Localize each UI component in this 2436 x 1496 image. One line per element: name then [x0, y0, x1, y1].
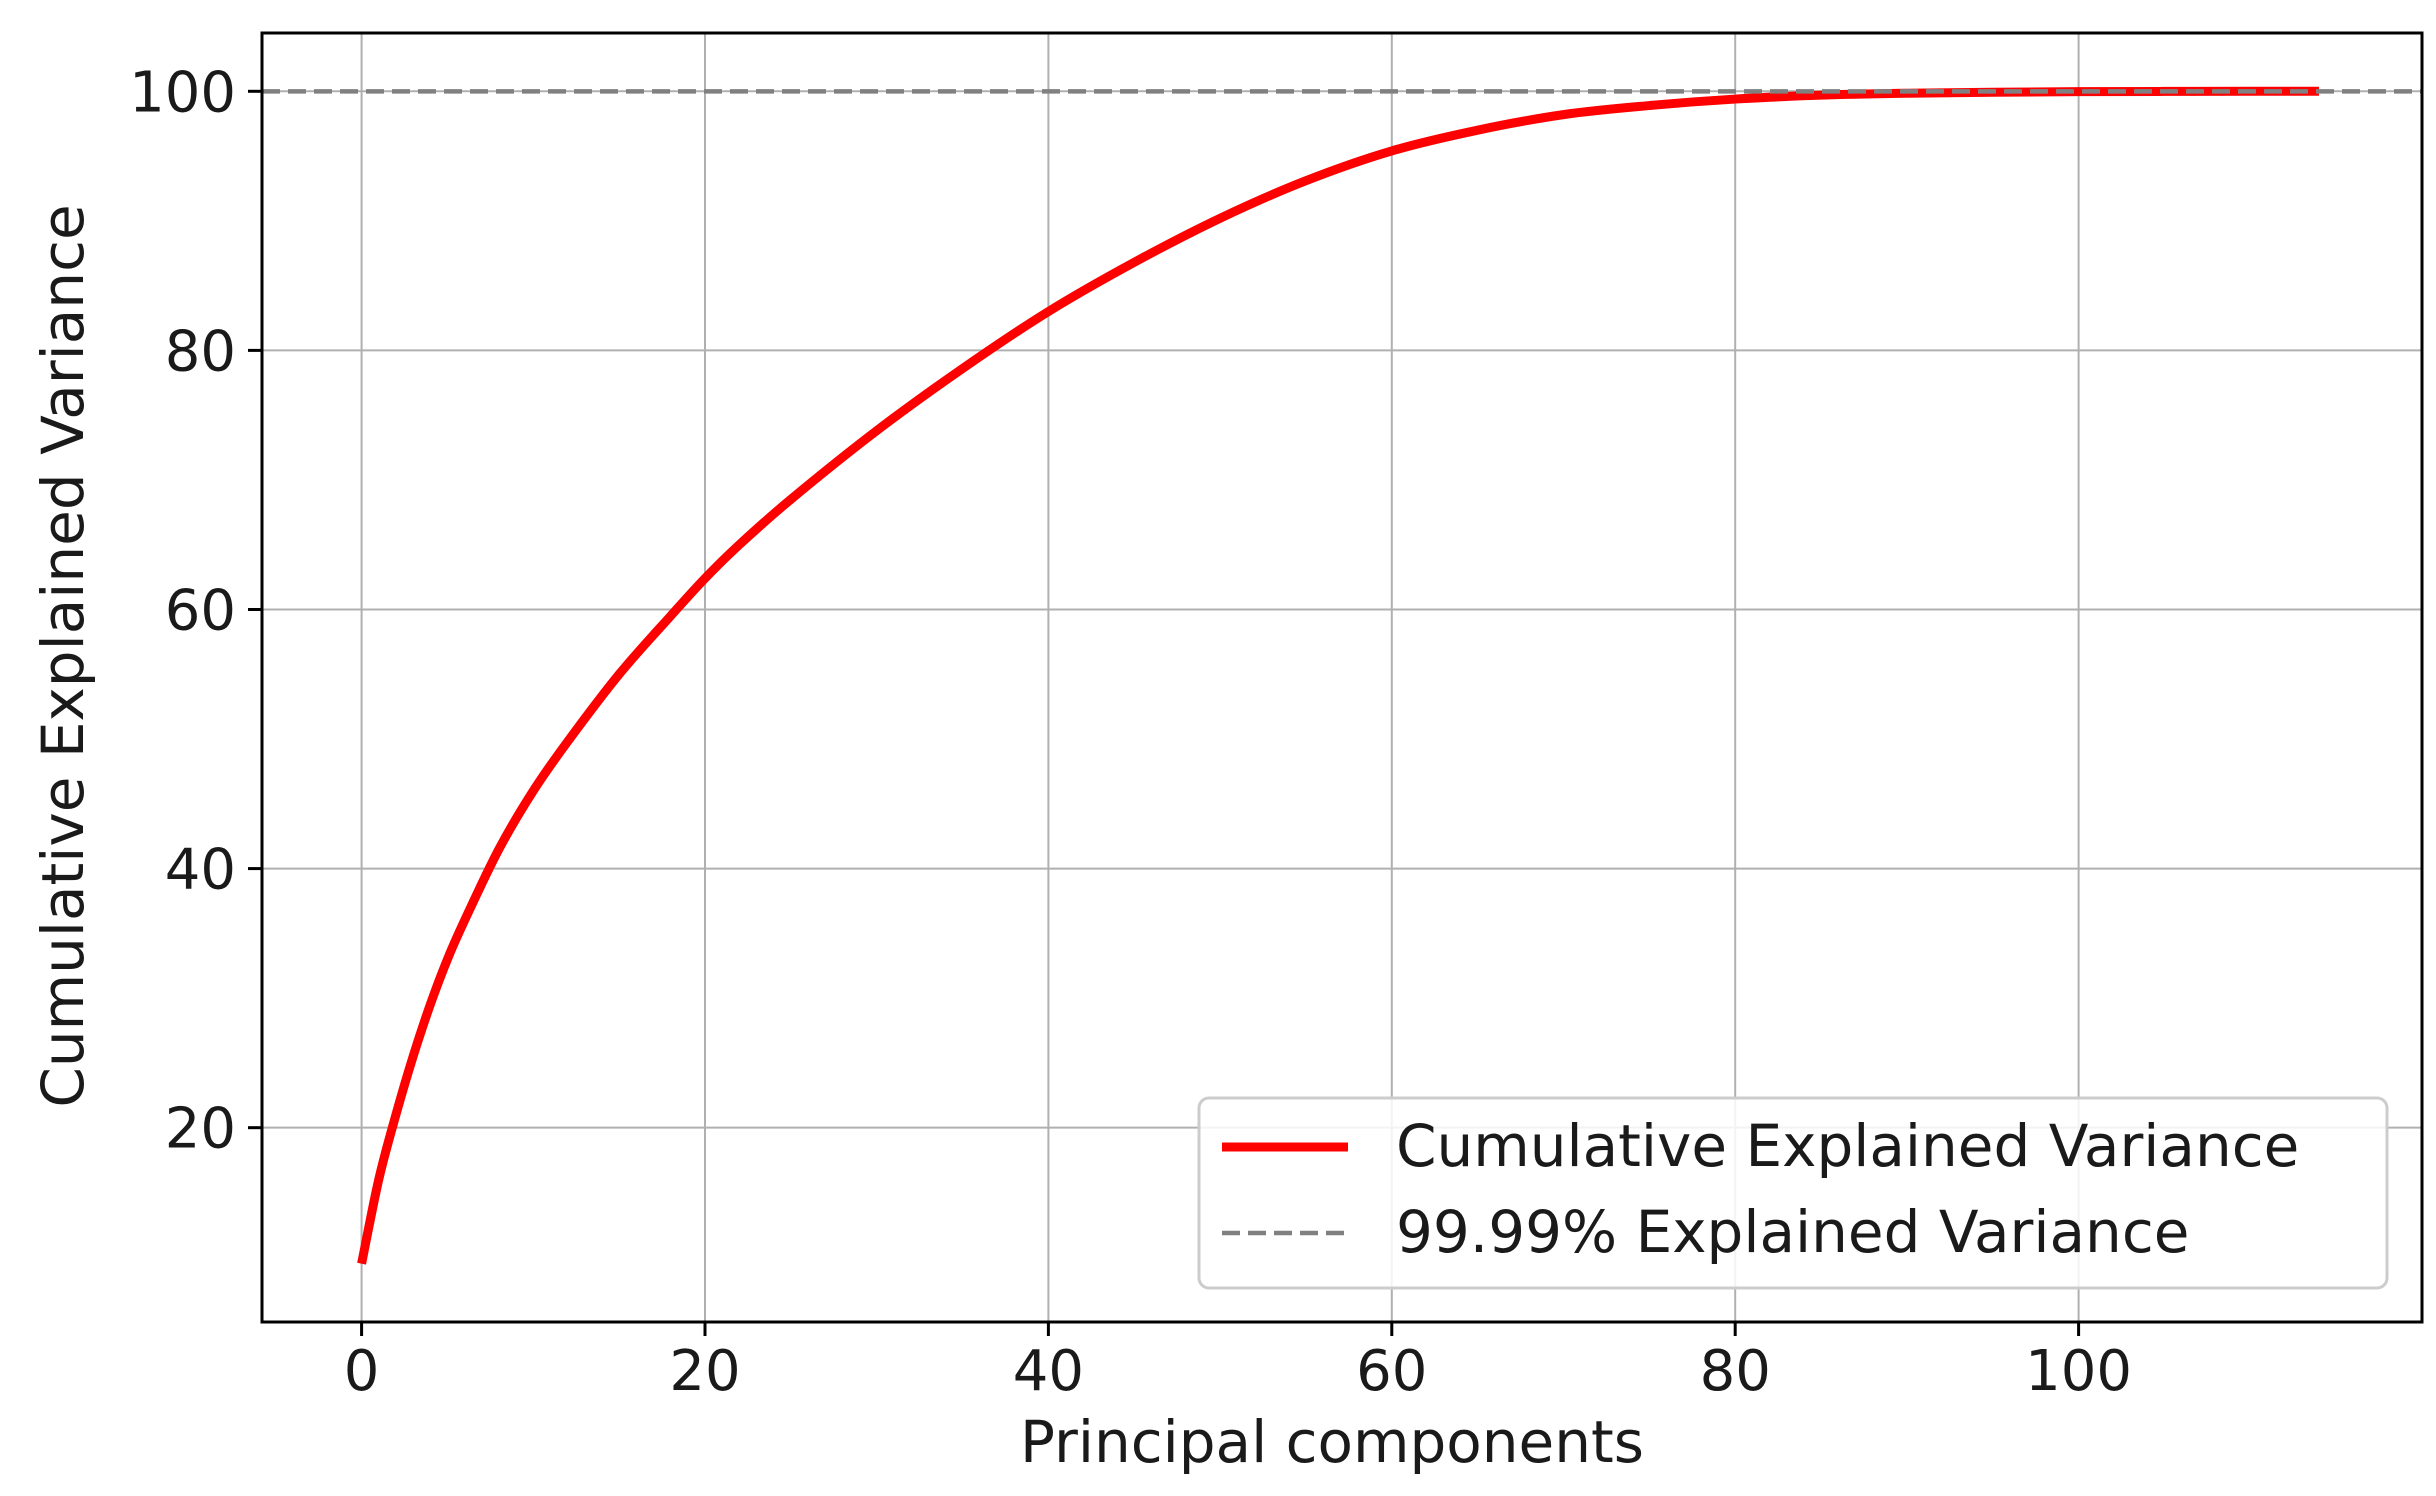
x-tick-label: 80	[1700, 1339, 1771, 1404]
x-axis-label: Principal components	[1020, 1408, 1644, 1476]
legend-label-cumulative: Cumulative Explained Variance	[1396, 1112, 2299, 1180]
x-tick-label: 20	[669, 1339, 740, 1404]
ticks: 0 20 40 60 80 100 20 40 60 80 100	[129, 60, 2132, 1404]
x-tick-label: 60	[1356, 1339, 1427, 1404]
y-tick-label: 40	[165, 838, 236, 903]
legend: Cumulative Explained Variance 99.99% Exp…	[1197, 1096, 2389, 1290]
plot-frame	[260, 31, 2424, 1324]
x-tick-label: 40	[1013, 1339, 1084, 1404]
y-tick-label: 80	[165, 319, 236, 384]
x-tick-label: 100	[2025, 1339, 2132, 1404]
legend-box	[1197, 1096, 2389, 1290]
x-tick-label: 0	[344, 1339, 380, 1404]
legend-label-threshold: 99.99% Explained Variance	[1396, 1198, 2189, 1266]
y-axis-label: Cumulative Explained Variance	[29, 204, 97, 1107]
y-tick-label: 60	[165, 578, 236, 643]
series-line-cumulative	[357, 86, 2319, 1265]
y-tick-label: 20	[165, 1097, 236, 1162]
series	[262, 86, 2422, 1265]
grid	[262, 33, 2422, 1322]
y-tick-label: 100	[129, 60, 236, 125]
